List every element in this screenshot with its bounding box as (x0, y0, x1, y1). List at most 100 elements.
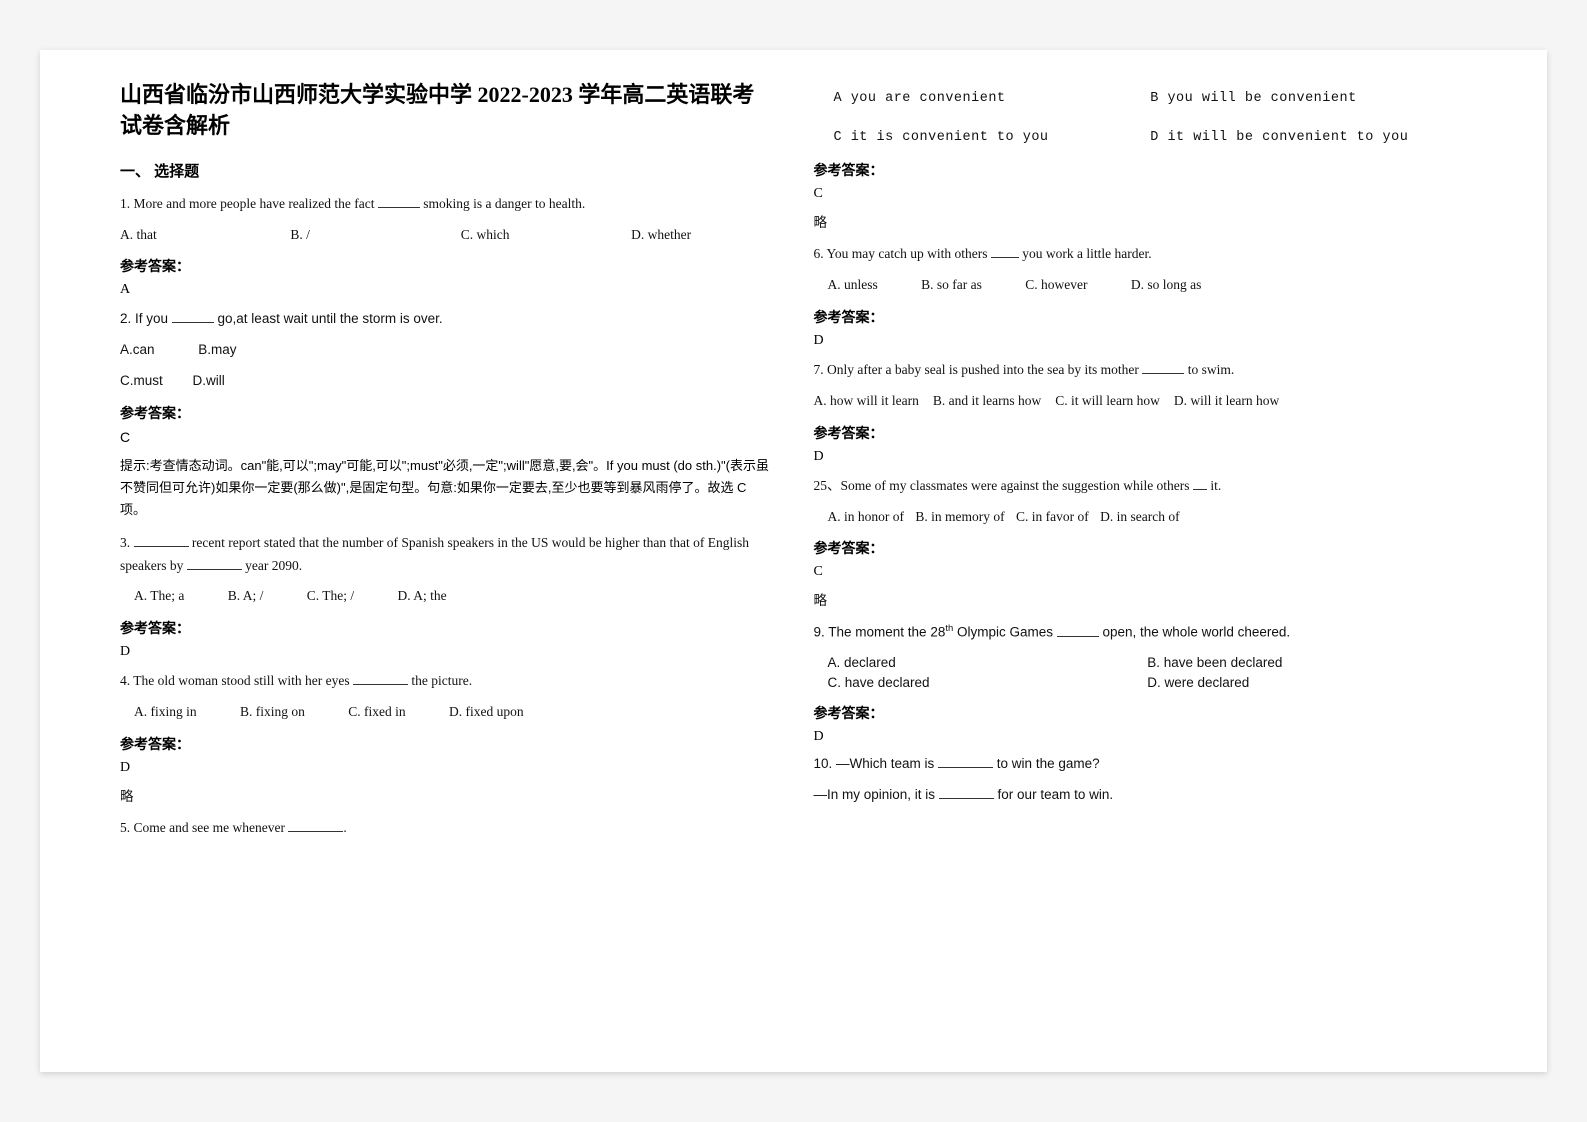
q6-opt-c: C. however (1025, 274, 1087, 297)
q6-options: A. unless B. so far as C. however D. so … (828, 274, 1468, 297)
q8-stem: 25、Some of my classmates were against th… (814, 475, 1468, 498)
q10-line2-post: for our team to win. (994, 787, 1113, 802)
q2-options-row1: A.can B.may (120, 339, 774, 362)
q9-opt-b: B. have been declared (1147, 653, 1467, 673)
blank (1193, 477, 1207, 489)
q6-stem: 6. You may catch up with others you work… (814, 243, 1468, 266)
q5-answer: C (814, 186, 1468, 202)
q3-stem-pre: 3. (120, 535, 134, 550)
q2-stem: 2. If you go,at least wait until the sto… (120, 308, 774, 331)
q4-answer: D (120, 760, 774, 776)
right-column: A you are convenient B you will be conve… (794, 80, 1488, 1052)
q9-stem-pre: 9. The moment the 28 (814, 625, 946, 640)
q4-brief: 略 (120, 786, 774, 809)
q4-stem: 4. The old woman stood still with her ey… (120, 670, 774, 693)
q9-answer: D (814, 729, 1468, 745)
q7-opt-c: C. it will learn how (1055, 390, 1160, 413)
q7-stem-post: to swim. (1184, 362, 1234, 377)
q6-opt-a: A. unless (828, 274, 878, 297)
q3-opt-c: C. The; / (307, 585, 354, 608)
section-heading: 一、 选择题 (120, 160, 774, 181)
q7-answer: D (814, 449, 1468, 465)
q2-explain: 提示:考查情态动词。can"能,可以";may"可能,可以";must"必须,一… (120, 455, 774, 521)
answer-label: 参考答案： (814, 703, 1468, 723)
blank (353, 673, 408, 685)
q8-opt-d: D. in search of (1100, 506, 1179, 529)
q5-stem-pre: 5. Come and see me whenever (120, 820, 288, 835)
q9-stem-mid: Olympic Games (953, 625, 1057, 640)
q7-opt-b: B. and it learns how (933, 390, 1041, 413)
q8-stem-post: it. (1207, 478, 1221, 493)
q10-line2-pre: —In my opinion, it is (814, 787, 939, 802)
q8-opt-a: A. in honor of (828, 506, 905, 529)
answer-label: 参考答案： (814, 160, 1468, 180)
q5-stem: 5. Come and see me whenever . (120, 817, 774, 840)
blank (378, 195, 420, 207)
q2-answer: C (120, 429, 774, 445)
q6-stem-post: you work a little harder. (1019, 246, 1152, 261)
q5-brief: 略 (814, 212, 1468, 235)
q2-stem-post: go,at least wait until the storm is over… (214, 311, 443, 326)
answer-label: 参考答案： (120, 734, 774, 754)
q8-options: A. in honor of B. in memory of C. in fav… (828, 506, 1468, 529)
q7-opt-d: D. will it learn how (1174, 390, 1279, 413)
q3-answer: D (120, 644, 774, 660)
q2-options-row2: C.must D.will (120, 370, 774, 393)
blank (991, 246, 1019, 258)
q8-stem-pre: 25、Some of my classmates were against th… (814, 478, 1193, 493)
q1-answer: A (120, 282, 774, 298)
q4-opt-b: B. fixing on (240, 701, 305, 724)
q2-opt-b: B.may (198, 342, 236, 357)
q3-options: A. The; a B. A; / C. The; / D. A; the (134, 585, 774, 608)
q2-opt-a: A.can (120, 342, 155, 357)
q4-opt-d: D. fixed upon (449, 701, 524, 724)
q10-line1: 10. —Which team is to win the game? (814, 753, 1468, 776)
q6-opt-b: B. so far as (921, 274, 982, 297)
q5-opt-c: C it is convenient to you (814, 127, 1151, 150)
blank (938, 756, 993, 768)
left-column: 山西省临汾市山西师范大学实验中学 2022-2023 学年高二英语联考试卷含解析… (100, 80, 794, 1052)
exam-page: 山西省临汾市山西师范大学实验中学 2022-2023 学年高二英语联考试卷含解析… (40, 50, 1547, 1072)
blank (134, 534, 189, 546)
q6-stem-pre: 6. You may catch up with others (814, 246, 991, 261)
q8-opt-c: C. in favor of (1016, 506, 1089, 529)
q1-options: A. that B. / C. which D. whether (120, 224, 774, 247)
q5-opt-a: A you are convenient (814, 88, 1151, 111)
q8-brief: 略 (814, 590, 1468, 613)
q3-opt-a: A. The; a (134, 585, 184, 608)
q1-stem-post: smoking is a danger to health. (420, 196, 585, 211)
q4-options: A. fixing in B. fixing on C. fixed in D.… (134, 701, 774, 724)
blank (1057, 625, 1099, 637)
q2-opt-c: C.must (120, 373, 163, 388)
q7-options: A. how will it learn B. and it learns ho… (814, 390, 1468, 413)
q1-stem: 1. More and more people have realized th… (120, 193, 774, 216)
answer-label: 参考答案： (120, 256, 774, 276)
blank (172, 311, 214, 323)
q9-stem: 9. The moment the 28th Olympic Games ope… (814, 621, 1468, 644)
q5-opt-b: B you will be convenient (1150, 88, 1467, 111)
q1-opt-b: B. / (290, 224, 432, 247)
exam-title: 山西省临汾市山西师范大学实验中学 2022-2023 学年高二英语联考试卷含解析 (120, 80, 774, 142)
answer-label: 参考答案： (814, 307, 1468, 327)
q4-opt-a: A. fixing in (134, 701, 197, 724)
q6-opt-d: D. so long as (1131, 274, 1202, 297)
blank (288, 820, 343, 832)
q2-opt-d: D.will (193, 373, 225, 388)
q10-line1-post: to win the game? (993, 756, 1100, 771)
q4-opt-c: C. fixed in (348, 701, 405, 724)
q5-opt-d: D it will be convenient to you (1150, 127, 1467, 150)
q5-options-row1: A you are convenient B you will be conve… (814, 88, 1468, 111)
q3-opt-b: B. A; / (228, 585, 264, 608)
q6-answer: D (814, 333, 1468, 349)
q1-stem-pre: 1. More and more people have realized th… (120, 196, 378, 211)
q3-stem: 3. recent report stated that the number … (120, 532, 774, 578)
answer-label: 参考答案： (814, 538, 1468, 558)
q4-stem-post: the picture. (408, 673, 472, 688)
blank (187, 557, 242, 569)
q5-options-row2: C it is convenient to you D it will be c… (814, 127, 1468, 150)
q9-opt-d: D. were declared (1147, 673, 1467, 693)
q9-opt-a: A. declared (828, 653, 1148, 673)
q1-opt-c: C. which (461, 224, 603, 247)
q8-opt-b: B. in memory of (915, 506, 1004, 529)
q10-line1-pre: 10. —Which team is (814, 756, 939, 771)
